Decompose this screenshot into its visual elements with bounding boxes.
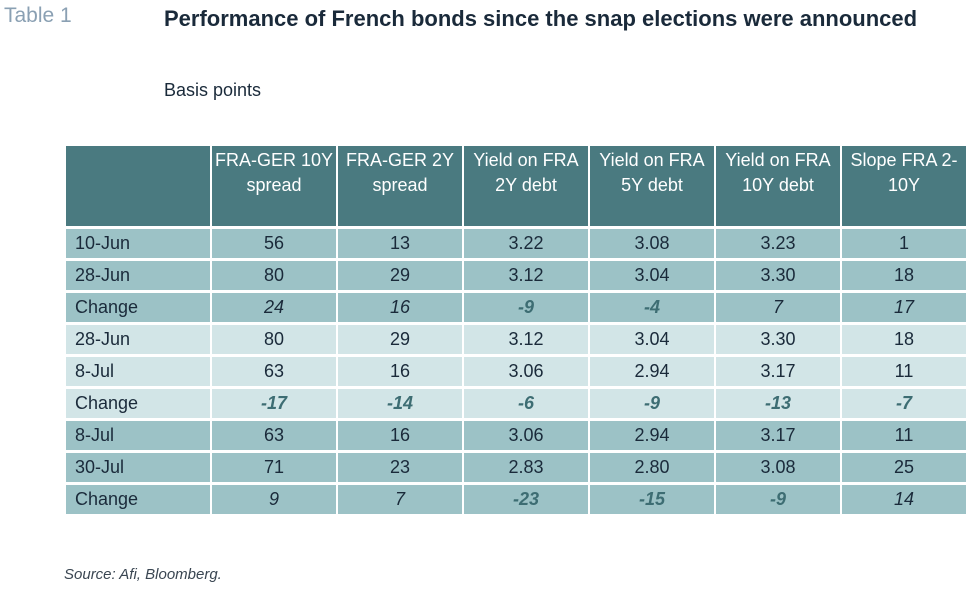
- table-cell: 14: [842, 485, 966, 514]
- table-cell: -9: [716, 485, 840, 514]
- table-row: 30-Jul 71 23 2.83 2.80 3.08 25: [66, 453, 966, 482]
- row-label: 30-Jul: [66, 453, 210, 482]
- table-cell: -4: [590, 293, 714, 322]
- table-cell: -14: [338, 389, 462, 418]
- table-cell: 1: [842, 229, 966, 258]
- table-cell: 17: [842, 293, 966, 322]
- table-cell: 80: [212, 325, 336, 354]
- table-cell: 2.80: [590, 453, 714, 482]
- table-cell: 3.17: [716, 357, 840, 386]
- table-cell: 7: [716, 293, 840, 322]
- change-row: Change 9 7 -23 -15 -9 14: [66, 485, 966, 514]
- table-cell: 63: [212, 421, 336, 450]
- table-cell: 71: [212, 453, 336, 482]
- table-cell: 18: [842, 261, 966, 290]
- table-cell: 63: [212, 357, 336, 386]
- table-cell: -15: [590, 485, 714, 514]
- table-cell: 3.30: [716, 261, 840, 290]
- table-number-label: Table 1: [4, 4, 72, 27]
- row-label: 28-Jun: [66, 261, 210, 290]
- table-cell: -6: [464, 389, 588, 418]
- table-cell: 2.83: [464, 453, 588, 482]
- table-cell: 3.06: [464, 421, 588, 450]
- table-cell: 3.12: [464, 261, 588, 290]
- change-row: Change -17 -14 -6 -9 -13 -7: [66, 389, 966, 418]
- row-label: Change: [66, 389, 210, 418]
- column-header: FRA-GER 10Y spread: [212, 146, 336, 226]
- table-row: 28-Jun 80 29 3.12 3.04 3.30 18: [66, 325, 966, 354]
- table-cell: 25: [842, 453, 966, 482]
- table-cell: -7: [842, 389, 966, 418]
- table-row: 28-Jun 80 29 3.12 3.04 3.30 18: [66, 261, 966, 290]
- table-cell: 11: [842, 357, 966, 386]
- table-cell: 16: [338, 421, 462, 450]
- column-header: FRA-GER 2Y spread: [338, 146, 462, 226]
- table-cell: 2.94: [590, 421, 714, 450]
- change-row: Change 24 16 -9 -4 7 17: [66, 293, 966, 322]
- column-header: Yield on FRA 10Y debt: [716, 146, 840, 226]
- table-cell: 11: [842, 421, 966, 450]
- column-header: Yield on FRA 2Y debt: [464, 146, 588, 226]
- column-header: Yield on FRA 5Y debt: [590, 146, 714, 226]
- table-cell: 29: [338, 325, 462, 354]
- table-cell: 13: [338, 229, 462, 258]
- table-cell: 9: [212, 485, 336, 514]
- table-cell: 56: [212, 229, 336, 258]
- table-row: 10-Jun 56 13 3.22 3.08 3.23 1: [66, 229, 966, 258]
- table-cell: 3.06: [464, 357, 588, 386]
- table-cell: 3.08: [716, 453, 840, 482]
- row-label: 8-Jul: [66, 357, 210, 386]
- table-cell: -9: [464, 293, 588, 322]
- table-cell: 16: [338, 293, 462, 322]
- table-cell: 80: [212, 261, 336, 290]
- source-note: Source: Afi, Bloomberg.: [64, 566, 222, 583]
- column-header: [66, 146, 210, 226]
- table-cell: 7: [338, 485, 462, 514]
- row-label: 10-Jun: [66, 229, 210, 258]
- table-cell: 2.94: [590, 357, 714, 386]
- table-cell: 3.30: [716, 325, 840, 354]
- table-cell: -17: [212, 389, 336, 418]
- table-subtitle: Basis points: [164, 80, 262, 100]
- table-row: 8-Jul 63 16 3.06 2.94 3.17 11: [66, 421, 966, 450]
- table-cell: -23: [464, 485, 588, 514]
- table-cell: 29: [338, 261, 462, 290]
- table-row: 8-Jul 63 16 3.06 2.94 3.17 11: [66, 357, 966, 386]
- table-cell: 18: [842, 325, 966, 354]
- table-cell: 3.12: [464, 325, 588, 354]
- row-label: 8-Jul: [66, 421, 210, 450]
- table-title: Performance of French bonds since the sn…: [164, 6, 918, 31]
- table-cell: 23: [338, 453, 462, 482]
- table-cell: 3.17: [716, 421, 840, 450]
- table-cell: 16: [338, 357, 462, 386]
- table-body: 10-Jun 56 13 3.22 3.08 3.23 1 28-Jun 80 29 3.12 3.0…: [66, 229, 966, 514]
- table-cell: 3.22: [464, 229, 588, 258]
- table-cell: -9: [590, 389, 714, 418]
- table-cell: 3.08: [590, 229, 714, 258]
- table-cell: 24: [212, 293, 336, 322]
- table-cell: -13: [716, 389, 840, 418]
- table-cell: 3.04: [590, 261, 714, 290]
- column-header: Slope FRA 2-10Y: [842, 146, 966, 226]
- table-cell: 3.23: [716, 229, 840, 258]
- header-row: FRA-GER 10Y spread FRA-GER 2Y spread Yie…: [66, 146, 966, 226]
- row-label: 28-Jun: [66, 325, 210, 354]
- row-label: Change: [66, 293, 210, 322]
- row-label: Change: [66, 485, 210, 514]
- bond-performance-table: FRA-GER 10Y spread FRA-GER 2Y spread Yie…: [64, 143, 968, 517]
- table-cell: 3.04: [590, 325, 714, 354]
